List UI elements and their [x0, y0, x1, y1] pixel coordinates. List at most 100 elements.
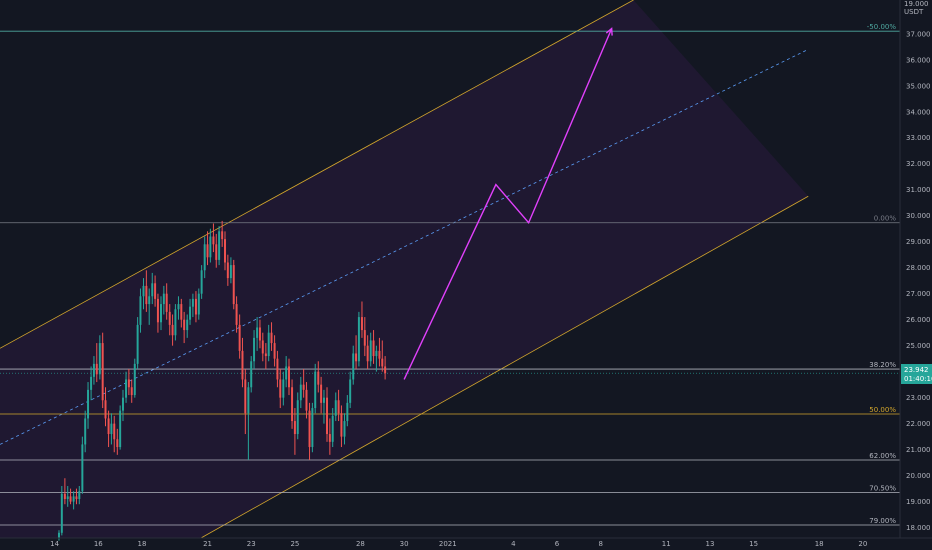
projection-line — [403, 28, 613, 380]
candle-body — [357, 317, 360, 362]
fib-retracement: -50.00% 0.00% 38.20% 50.00% 62.00% 70.50% 79.0… — [0, 23, 900, 526]
candle-body — [139, 296, 142, 325]
price-tick-label: 27.000 — [906, 290, 931, 298]
candle-body — [311, 408, 314, 448]
candle-body — [84, 418, 87, 445]
candle-body — [244, 379, 247, 414]
candle-body — [320, 384, 323, 403]
price-tick-label: 23.000 — [906, 394, 931, 402]
candle-body — [200, 270, 203, 294]
price-axis[interactable]: 18.00019.00020.00021.00022.00023.00024.0… — [906, 30, 931, 532]
last-price-box — [901, 364, 932, 384]
candle-body — [288, 366, 290, 388]
time-tick-label: 13 — [705, 540, 714, 548]
candle-body — [232, 265, 235, 305]
candle-body — [107, 418, 110, 435]
candle-body — [116, 439, 119, 448]
candle-body — [174, 309, 177, 336]
candle-body — [285, 366, 288, 380]
candle-body — [224, 239, 226, 263]
candle-body — [282, 379, 285, 398]
candle-body — [340, 413, 343, 437]
candle-body — [253, 337, 256, 362]
candle-body — [328, 434, 331, 442]
candle-body — [90, 376, 93, 390]
price-tick-label: 28.000 — [906, 264, 931, 272]
candle-body — [98, 343, 101, 375]
fib-level-label: -50.00% — [867, 23, 897, 31]
candle-body — [142, 285, 145, 297]
price-tick-label: 19.000 — [906, 498, 931, 506]
price-tick-label: 21.000 — [906, 446, 931, 454]
time-tick-label: 28 — [356, 540, 365, 548]
fib-level-label: 70.50% — [869, 485, 896, 493]
candle-body — [69, 496, 72, 502]
candle-body — [57, 532, 60, 538]
price-tick-label: 35.000 — [906, 82, 931, 90]
candle-body — [314, 371, 317, 409]
price-tick-label: 36.000 — [906, 56, 931, 64]
candle-body — [384, 366, 387, 374]
price-tick-label: 25.000 — [906, 342, 931, 350]
candles — [57, 220, 387, 541]
candle-body — [293, 421, 296, 435]
candle-body — [113, 423, 116, 440]
candle-body — [75, 496, 78, 500]
time-tick-label: 18 — [138, 540, 147, 548]
candle-body — [121, 397, 124, 411]
fib-level-label: 50.00% — [869, 406, 896, 414]
candle-body — [337, 400, 340, 414]
candle-body — [183, 319, 186, 331]
projection-path — [403, 27, 613, 380]
candle-body — [291, 387, 294, 422]
candle-body — [334, 400, 337, 416]
candle-body — [95, 363, 98, 375]
candle-body — [63, 493, 66, 500]
channel-fill — [0, 0, 809, 538]
candle-body — [326, 397, 329, 435]
candle-body — [279, 379, 282, 398]
time-tick-label: 25 — [290, 540, 299, 548]
candle-body — [148, 296, 151, 305]
candle-body — [258, 327, 261, 341]
candle-body — [162, 293, 165, 305]
candle-body — [322, 397, 325, 403]
candle-body — [218, 231, 221, 260]
time-tick-label: 20 — [858, 540, 867, 548]
candle-body — [267, 332, 270, 357]
time-tick-label: 21 — [203, 540, 212, 548]
price-tick-label: 33.000 — [906, 134, 931, 142]
fib-level-label: 38.20% — [869, 361, 896, 369]
price-tick-label: 30.000 — [906, 212, 931, 220]
candle-body — [349, 379, 352, 403]
candle-body — [229, 265, 232, 279]
candle-body — [110, 423, 113, 435]
candle-body — [346, 402, 349, 422]
time-tick-label: 4 — [511, 540, 516, 548]
candle-body — [331, 415, 334, 442]
price-tick-label: 20.000 — [906, 472, 931, 480]
candle-body — [81, 444, 84, 492]
time-axis[interactable]: 14 16 18 21 23 25 28 30 2021 4 6 8 11 13 15 18 20 — [50, 540, 867, 548]
candle-body — [221, 231, 224, 240]
time-tick-label: 18 — [815, 540, 824, 548]
candle-body — [151, 283, 154, 297]
candle-body — [363, 330, 366, 346]
candle-body — [189, 306, 192, 320]
candle-body — [168, 311, 171, 325]
candle-body — [72, 496, 75, 502]
candle-body — [92, 363, 95, 377]
candle-body — [378, 350, 381, 359]
candle-body — [154, 283, 157, 299]
candle-body — [381, 358, 384, 367]
time-tick-label: 15 — [749, 540, 758, 548]
candle-body — [133, 363, 136, 396]
time-tick-label: 2021 — [439, 540, 457, 548]
candle-body — [145, 285, 148, 305]
time-tick-label: 30 — [400, 540, 409, 548]
candle-body — [127, 379, 130, 388]
candle-body — [343, 421, 346, 437]
regression-channel — [0, 0, 809, 539]
candle-body — [241, 350, 244, 380]
